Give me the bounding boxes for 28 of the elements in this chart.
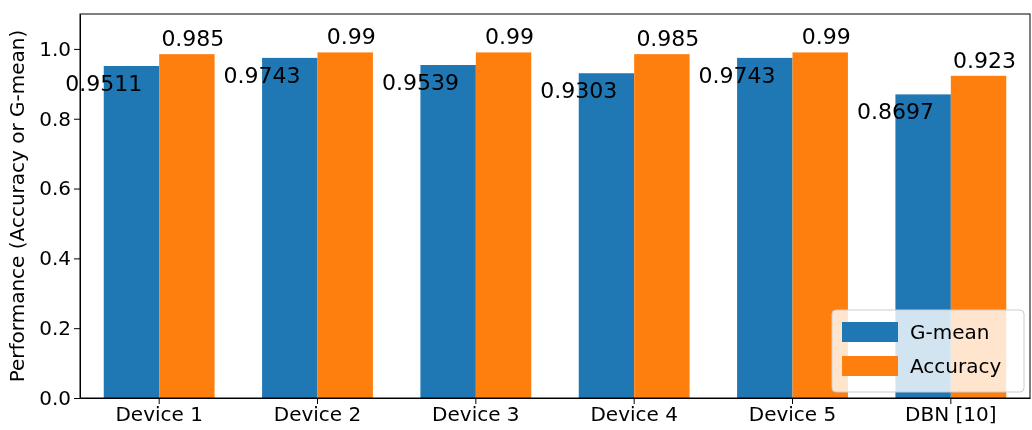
data-label: 0.99 [801,24,851,50]
bar [475,52,532,398]
y-tick-label: 0.6 [39,176,71,201]
y-tick-label: 1.0 [39,36,71,61]
x-tick-label: Device 3 [432,402,520,427]
data-label: 0.99 [326,24,376,50]
x-tick-label: DBN [10] [905,402,997,427]
y-tick-label: 0.8 [39,106,71,131]
data-label: 0.99 [485,24,535,50]
y-tick-label: 0.4 [39,246,71,271]
data-label: 0.985 [161,26,225,52]
x-tick-label: Device 1 [115,402,203,427]
legend-label: Accuracy [910,354,1002,378]
y-tick-label: 0.0 [39,385,71,410]
y-tick-label: 0.2 [39,316,71,341]
bar [634,54,690,398]
data-label: 0.923 [953,47,1017,73]
data-label: 0.9743 [223,62,301,88]
legend-label: G-mean [910,320,990,344]
bar [317,52,373,398]
data-label: 0.985 [636,26,700,52]
x-tick-label: Device 4 [590,402,678,427]
x-tick-label: Device 2 [273,402,362,427]
x-tick-label: Device 5 [748,402,837,427]
bar [792,52,848,398]
y-axis-title: Performance (Accuracy or G-mean) [5,29,29,383]
data-label: 0.9743 [698,62,776,88]
bar [159,54,215,398]
